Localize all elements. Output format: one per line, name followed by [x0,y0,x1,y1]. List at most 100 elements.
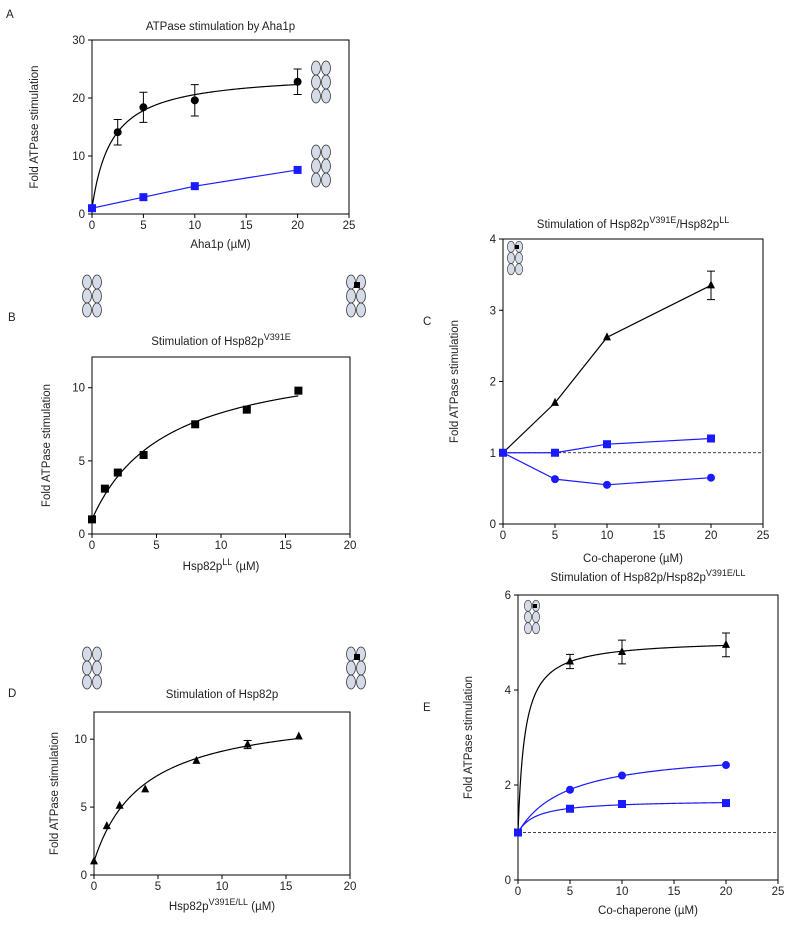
x-tick-label: 25 [757,530,770,542]
y-tick-label: 0 [79,209,85,221]
point [722,799,730,808]
label-part: Stimulation of Hsp82p [537,219,650,231]
label-part: /Hsp82p [676,219,719,231]
label: Stimulation of Hsp82p [166,689,279,701]
panel-letter: D [8,688,16,700]
point [551,475,559,484]
point [190,96,199,105]
point [141,784,150,793]
y-axis-label: Fold ATPase stimulation [41,384,53,507]
point [618,771,626,780]
y-tick-label: 10 [72,151,85,163]
y-tick-label: 1 [490,448,496,460]
label-part: Aha1p (µM) [190,239,250,251]
label-part: V391E/LL [209,897,249,907]
x-tick-label: 5 [153,540,159,552]
label-part: Hsp82p [183,561,223,573]
label: Aha1p (µM) [190,239,250,251]
label: Hsp82pV391E/LL (µM) [169,897,275,913]
x-tick-label: 15 [280,881,293,893]
x-tick-label: 10 [216,881,229,893]
series-line [502,452,712,486]
x-tick-label: 0 [89,220,95,232]
label: Stimulation of Hsp82pV391E [151,332,291,348]
plot-frame [502,238,764,525]
point [102,821,111,830]
point [722,639,730,648]
x-tick-label: 5 [552,530,558,542]
point [88,515,96,524]
y-tick-label: 4 [490,234,497,246]
point [139,193,148,202]
label-part: V391E [649,215,676,225]
point [707,473,715,482]
x-tick-label: 25 [772,886,785,898]
point [293,77,302,86]
label-part: Stimulation of Hsp82p/Hsp82p [551,572,706,584]
point [603,480,611,489]
point [243,739,252,748]
point [603,440,611,449]
y-tick-label: 5 [79,456,85,468]
x-tick-label: 10 [601,530,614,542]
x-tick-label: 0 [91,881,97,893]
x-tick-label: 20 [344,540,357,552]
point [113,468,122,477]
y-tick-label: 0 [79,529,85,541]
point [100,484,109,493]
label-part: V391E [264,332,291,342]
point [293,165,302,174]
label-part: (µM) [232,561,259,573]
point [722,761,730,770]
series-line [91,169,298,209]
plot-frame [517,594,779,881]
label: Hsp82pLL (µM) [183,557,260,573]
x-tick-label: 5 [155,881,161,893]
point [566,804,574,813]
x-tick-label: 10 [188,220,201,232]
y-tick-label: 2 [505,780,511,792]
y-tick-label: 0 [505,875,511,887]
point [499,448,507,457]
point [618,800,626,808]
x-tick-label: 0 [89,540,95,552]
label: Co-chaperone (µM) [598,905,698,917]
point [115,800,124,809]
label-part: ATPase stimulation by Aha1p [146,21,295,33]
x-tick-label: 20 [705,530,718,542]
point [242,405,251,414]
point [514,828,522,837]
y-tick-label: 30 [72,35,85,47]
schematic-icons [82,60,540,690]
x-tick-label: 15 [653,530,666,542]
point [113,128,122,137]
plot-frame [93,711,351,876]
y-tick-label: 5 [81,802,87,814]
x-tick-label: 25 [343,220,356,232]
series-line [502,284,712,454]
y-tick-label: 2 [490,377,496,389]
point [551,397,559,406]
series-line [503,437,712,454]
x-tick-label: 15 [279,540,292,552]
point [90,856,98,865]
point [190,182,199,191]
point [139,451,148,460]
plot-frame [91,356,351,535]
y-tick-label: 20 [72,93,85,105]
x-tick-label: 15 [668,886,681,898]
x-tick-label: 10 [616,886,629,898]
x-tick-label: 20 [291,220,304,232]
y-axis-label: Fold ATPase stimulation [463,676,475,799]
panel-letter: E [423,702,431,714]
label-part: LL [719,215,729,225]
label-part: Co-chaperone (µM) [583,553,683,565]
y-tick-label: 0 [490,519,496,531]
point [566,656,574,665]
point [618,647,626,655]
panel-letter: B [8,312,16,324]
x-tick-label: 20 [720,886,733,898]
label-part: Co-chaperone (µM) [598,905,698,917]
point [707,434,715,443]
